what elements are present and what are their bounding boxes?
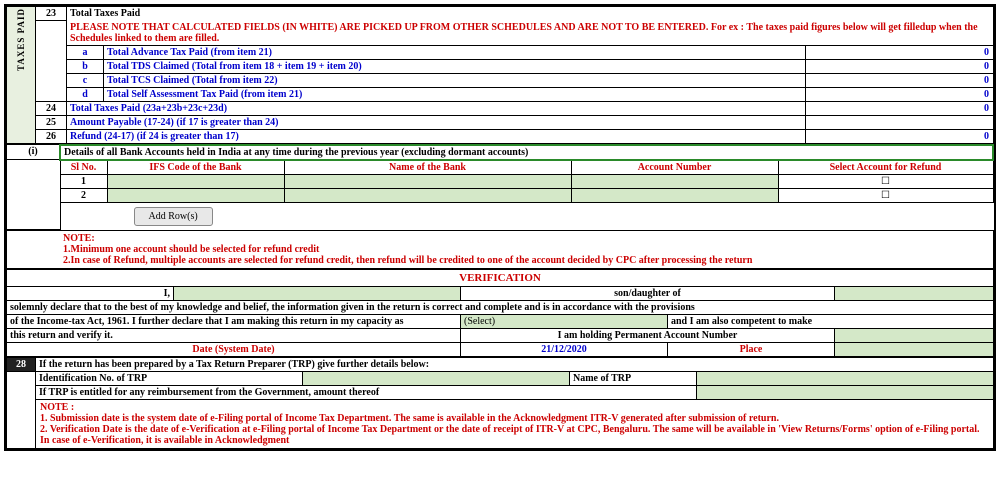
ver-p2: of the Income-tax Act, 1961. I further d… xyxy=(7,315,461,329)
trp-reimb-input[interactable] xyxy=(697,386,994,400)
val-24: 0 xyxy=(806,101,994,115)
date-label: Date (System Date) xyxy=(7,343,461,357)
val-23a: 0 xyxy=(806,45,994,59)
note2-l1: 1. Submission date is the system date of… xyxy=(40,413,989,424)
val-23b: 0 xyxy=(806,59,994,73)
bank-h-sl: Sl No. xyxy=(60,160,107,175)
note1-h: NOTE: xyxy=(63,233,989,244)
note1-l2: 2.In case of Refund, multiple accounts a… xyxy=(63,255,989,266)
trp-id-label: Identification No. of TRP xyxy=(36,372,303,386)
bank-h-ifs: IFS Code of the Bank xyxy=(107,160,284,175)
bank-ifs-2[interactable] xyxy=(107,188,284,202)
val-26: 0 xyxy=(806,129,994,143)
bank-sel-2[interactable]: ☐ xyxy=(778,188,993,202)
bank-acct-1[interactable] xyxy=(571,174,778,188)
row-23-title: Total Taxes Paid xyxy=(70,8,140,19)
taxes-paid-sidebar: TAXES PAID xyxy=(16,8,26,71)
bank-h-sel: Select Account for Refund xyxy=(778,160,993,175)
ver-parent-input[interactable] xyxy=(835,287,994,301)
val-23c: 0 xyxy=(806,73,994,87)
ver-pan-input[interactable] xyxy=(835,329,994,343)
trp-name-label: Name of TRP xyxy=(570,372,697,386)
bank-name-2[interactable] xyxy=(284,188,571,202)
row-25: Amount Payable (17-24) (if 17 is greater… xyxy=(67,115,806,129)
row-24: Total Taxes Paid (23a+23b+23c+23d) xyxy=(67,101,806,115)
bank-h-name: Name of the Bank xyxy=(284,160,571,175)
row-23-num: 23 xyxy=(36,7,67,21)
note2-h: NOTE : xyxy=(40,402,989,413)
row-23d: Total Self Assessment Tax Paid (from ite… xyxy=(104,87,806,101)
bank-h-acct: Account Number xyxy=(571,160,778,175)
bank-name-1[interactable] xyxy=(284,174,571,188)
bank-title: Details of all Bank Accounts held in Ind… xyxy=(64,147,528,158)
ver-name-input[interactable] xyxy=(174,287,461,301)
row-26: Refund (24-17) (if 24 is greater than 17… xyxy=(67,129,806,143)
note1-l1: 1.Minimum one account should be selected… xyxy=(63,244,989,255)
row-23c: Total TCS Claimed (Total from item 22) xyxy=(104,73,806,87)
bank-section-num: (i) xyxy=(7,145,61,160)
calc-warning: PLEASE NOTE THAT CALCULATED FIELDS (IN W… xyxy=(67,21,994,46)
row-23b: Total TDS Claimed (Total from item 18 + … xyxy=(104,59,806,73)
ver-p1: solemnly declare that to the best of my … xyxy=(7,301,994,315)
val-25 xyxy=(806,115,994,129)
ver-capacity-select[interactable]: (Select) xyxy=(461,315,668,329)
trp-name-input[interactable] xyxy=(697,372,994,386)
bank-sel-1[interactable]: ☐ xyxy=(778,174,993,188)
bank-ifs-1[interactable] xyxy=(107,174,284,188)
add-rows-button[interactable]: Add Row(s) xyxy=(134,207,213,226)
note2-l2: 2. Verification Date is the date of e-Ve… xyxy=(40,424,989,446)
trp-id-input[interactable] xyxy=(303,372,570,386)
verification-header: VERIFICATION xyxy=(7,270,994,287)
val-23d: 0 xyxy=(806,87,994,101)
bank-acct-2[interactable] xyxy=(571,188,778,202)
trp-reimb-label: If TRP is entitled for any reimbursement… xyxy=(36,386,697,400)
place-label: Place xyxy=(668,343,835,357)
date-value: 21/12/2020 xyxy=(461,343,668,357)
row-28: If the return has been prepared by a Tax… xyxy=(36,358,994,372)
place-input[interactable] xyxy=(835,343,994,357)
row-23a: Total Advance Tax Paid (from item 21) xyxy=(104,45,806,59)
